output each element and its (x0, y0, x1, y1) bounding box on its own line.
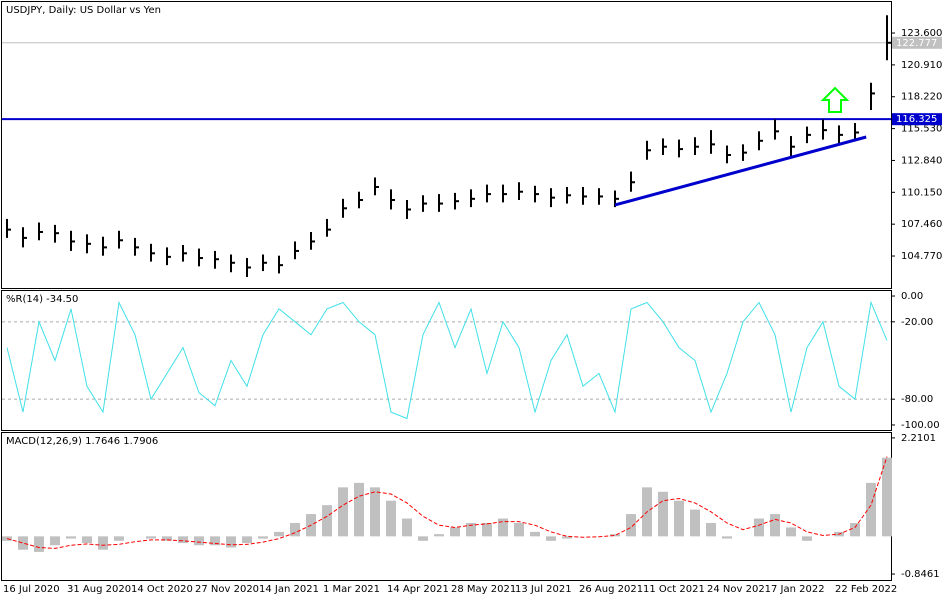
x-tick-label: 11 Oct 2021 (643, 584, 705, 595)
macd-bar (274, 531, 284, 537)
macd-bar (754, 518, 764, 537)
hline-price-box (892, 113, 942, 126)
macd-bar (866, 482, 876, 537)
macd-bar (434, 534, 444, 537)
x-tick-label: 14 Oct 2020 (131, 584, 193, 595)
macd-bar (418, 536, 428, 541)
x-tick-label: 7 Jan 2022 (771, 584, 825, 595)
macd-bar (386, 500, 396, 537)
x-tick-label: 13 Jul 2021 (515, 584, 572, 595)
macd-bar (690, 509, 700, 537)
macd-bar (450, 527, 460, 537)
x-tick-label: 1 Mar 2021 (323, 584, 380, 595)
macd-bar (658, 491, 668, 537)
macd-bar (722, 536, 732, 539)
macd-bar (178, 536, 188, 544)
y-tick-label: 110.150 (901, 187, 942, 198)
current-price: 122.777 (896, 38, 937, 49)
y-tick-label: 112.840 (901, 155, 942, 166)
macd-bar (786, 527, 796, 537)
macd-bar (194, 536, 204, 546)
macd-bar (882, 457, 892, 537)
x-tick-label: 24 Nov 2021 (707, 584, 771, 595)
macd-bar (338, 487, 348, 537)
macd-bar (242, 536, 252, 544)
macd-bar (498, 518, 508, 537)
macd-bar (802, 536, 812, 541)
y-tick-label: 118.220 (901, 92, 942, 103)
macd-bar (18, 536, 28, 550)
macd-bar (98, 536, 108, 550)
x-tick-label: 22 Feb 2022 (835, 584, 897, 595)
x-tick-label: 16 Jul 2020 (3, 584, 60, 595)
macd-bar (354, 482, 364, 537)
signal-line (6, 456, 888, 549)
macd-bar (482, 522, 492, 537)
y-tick-label: -20.00 (901, 317, 933, 328)
macd-bar (546, 536, 556, 541)
current-price-box (892, 36, 942, 49)
up-arrow (820, 86, 850, 113)
wpr-panel (1, 290, 892, 431)
macd-bar (402, 518, 412, 537)
macd-bar (674, 500, 684, 537)
macd-bar (530, 531, 540, 537)
macd-bar (466, 522, 476, 537)
macd-bar (34, 536, 44, 552)
y-tick-label: 115.530 (901, 124, 942, 135)
y-tick-label: -100.00 (901, 420, 940, 431)
x-tick-label: 28 May 2021 (451, 584, 516, 595)
y-tick-label: 0.00 (901, 291, 923, 302)
x-tick-label: 26 Aug 2021 (579, 584, 643, 595)
macd-bar (162, 536, 172, 541)
x-tick-label: 14 Jan 2021 (259, 584, 319, 595)
macd-bar (290, 522, 300, 537)
macd-bar (770, 514, 780, 537)
macd-bar (82, 536, 92, 544)
y-tick-label: -0.8461 (901, 569, 940, 580)
y-tick-label: 120.910 (901, 60, 942, 71)
x-tick-label: 31 Aug 2020 (67, 584, 131, 595)
macd-bar (706, 522, 716, 537)
macd-bar (50, 536, 60, 546)
y-tick-label: -80.00 (901, 394, 933, 405)
y-tick-label: 107.460 (901, 219, 942, 230)
macd-bar (210, 536, 220, 546)
hline-price: 116.325 (896, 114, 937, 125)
y-tick-label: 2.2101 (901, 433, 936, 444)
trend-line (614, 135, 867, 207)
macd-title: MACD(12,26,9) 1.7646 1.7906 (6, 436, 158, 447)
macd-bar (850, 522, 860, 537)
macd-bar (562, 536, 572, 539)
macd-bar (146, 536, 156, 539)
price-panel (1, 1, 892, 289)
macd-bar (66, 536, 76, 539)
macd-bar (322, 505, 332, 537)
wpr-line (6, 300, 888, 420)
macd-bar (610, 534, 620, 537)
macd-bar (514, 522, 524, 537)
x-tick-label: 14 Apr 2021 (387, 584, 449, 595)
macd-bar (226, 536, 236, 548)
macd-bar (626, 514, 636, 537)
macd-bar (114, 536, 124, 541)
wpr-title: %R(14) -34.50 (6, 294, 78, 305)
y-tick-label: 123.600 (901, 28, 942, 39)
x-tick-label: 27 Nov 2020 (195, 584, 259, 595)
macd-bar (370, 487, 380, 537)
chart-title: USDJPY, Daily: US Dollar vs Yen (6, 5, 161, 16)
y-tick-label: 104.770 (901, 251, 942, 262)
macd-bar (258, 536, 268, 539)
